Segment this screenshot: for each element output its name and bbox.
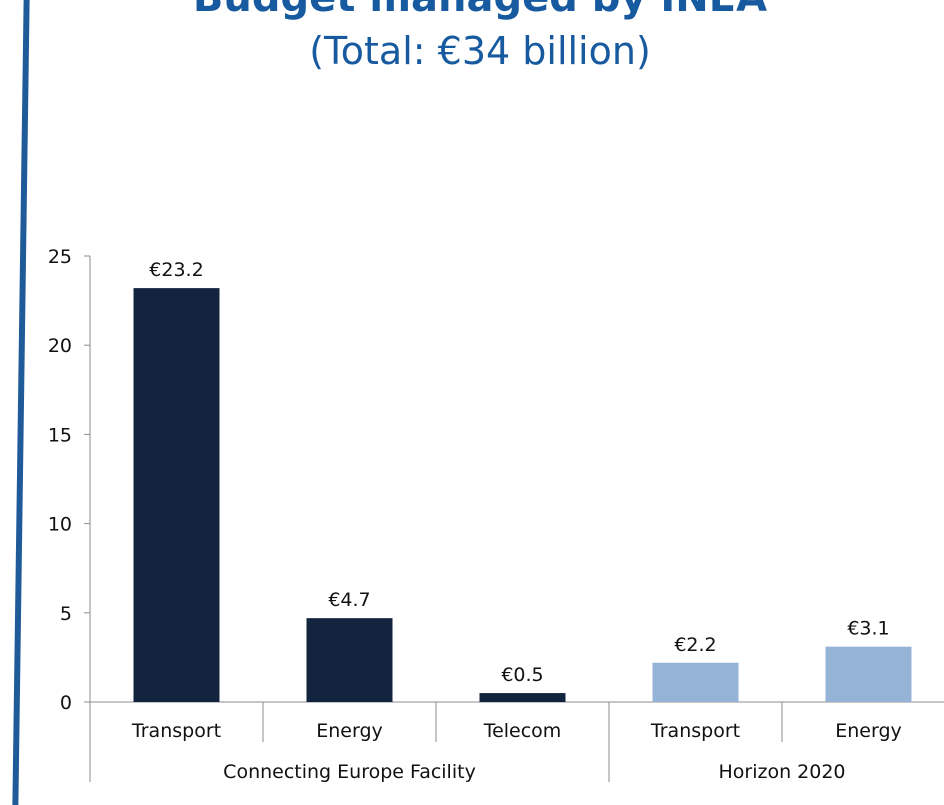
- y-tick-label: 15: [48, 424, 72, 446]
- x-category-label: Telecom: [483, 720, 562, 742]
- data-label: €4.7: [328, 589, 370, 611]
- x-category-label: Energy: [316, 720, 383, 742]
- data-label: €2.2: [674, 634, 716, 656]
- chart-title: Budget managed by INEA: [100, 0, 860, 22]
- bar: [306, 618, 393, 702]
- bar: [133, 288, 220, 702]
- x-group-label: Horizon 2020: [718, 761, 845, 783]
- y-tick-label: 5: [60, 603, 72, 625]
- y-tick-label: 20: [48, 335, 72, 357]
- data-label: €0.5: [501, 664, 543, 686]
- chart-subtitle: (Total: €34 billion): [309, 29, 651, 73]
- x-category-label: Transport: [650, 720, 740, 742]
- y-tick-label: 10: [48, 514, 72, 536]
- data-label: €3.1: [847, 618, 889, 640]
- data-label: €23.2: [149, 259, 203, 281]
- bar: [479, 693, 566, 702]
- bar: [652, 662, 739, 702]
- bar: [825, 646, 912, 702]
- x-group-label: Connecting Europe Facility: [223, 761, 476, 783]
- y-tick-label: 0: [60, 692, 72, 714]
- x-category-label: Energy: [835, 720, 902, 742]
- x-category-label: Transport: [131, 720, 221, 742]
- y-tick-label: 25: [48, 246, 72, 268]
